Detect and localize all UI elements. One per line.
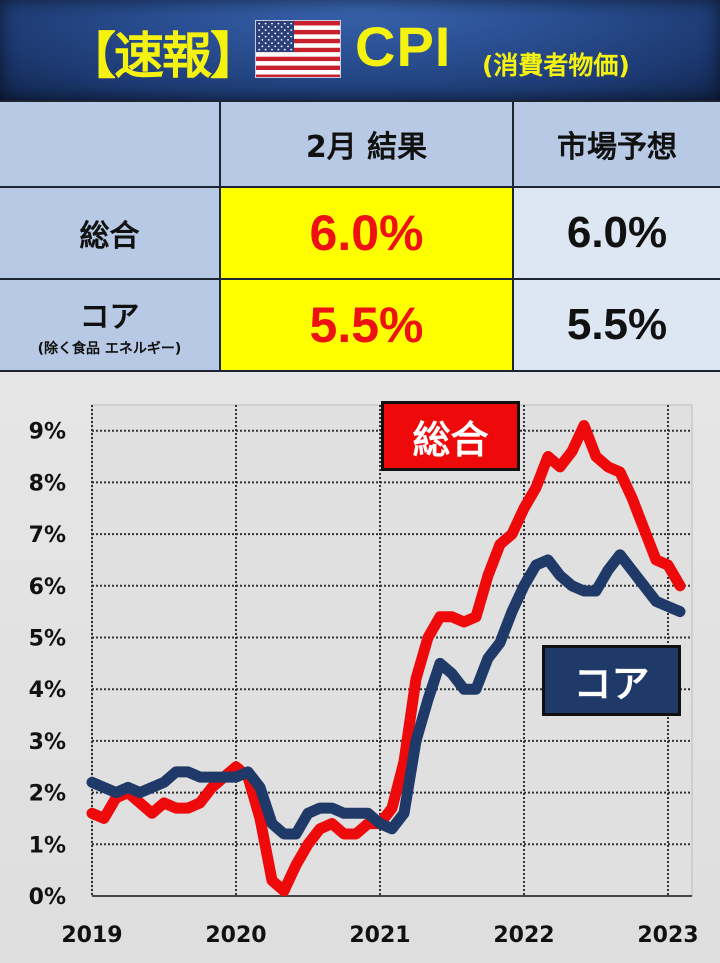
headline-result-cell: 6.0% [221, 188, 514, 280]
y-tick-label: 3% [29, 730, 66, 755]
headline-label: 総合 [79, 219, 140, 254]
cpi-line-chart: 0% 1% 2% 3% 4% 5% 6% 7% 8% 9% 2019 2020 2021 2022 202… [0, 372, 720, 963]
core-forecast-cell: 5.5% [514, 280, 720, 370]
headline-forecast-value: 6.0% [566, 208, 668, 257]
header-empty-cell [0, 102, 221, 188]
y-tick-label: 9% [29, 420, 66, 445]
breaking-news-title: 【速報】 [66, 27, 260, 85]
core-sublabel: (除く食品 エネルギー) [37, 341, 182, 357]
x-tick-label: 2023 [637, 923, 698, 948]
y-tick-label: 4% [29, 678, 66, 703]
row-label-headline: 総合 [0, 188, 221, 280]
y-tick-label: 2% [29, 782, 66, 807]
y-tick-label: 1% [29, 833, 66, 858]
header-result: 2月 結果 [221, 102, 514, 188]
core-cpi-line [86, 549, 686, 840]
indicator-subtitle: (消費者物価) [482, 51, 630, 80]
headline-series-label: 総合 [381, 401, 520, 471]
header-result-label: 2月 結果 [305, 130, 428, 165]
header-forecast-label: 市場予想 [557, 130, 677, 165]
series-lines [86, 420, 686, 897]
headline-forecast-cell: 6.0% [514, 188, 720, 280]
y-tick-label: 7% [29, 523, 66, 548]
y-tick-label: 8% [29, 471, 66, 496]
y-tick-label: 5% [29, 627, 66, 652]
core-forecast-value: 5.5% [566, 300, 668, 349]
x-tick-label: 2020 [205, 923, 266, 948]
x-tick-label: 2019 [61, 923, 122, 948]
headline-result-value: 6.0% [309, 205, 424, 261]
header-forecast: 市場予想 [514, 102, 720, 188]
us-flag-icon [255, 20, 341, 78]
y-axis-ticks: 0% 1% 2% 3% 4% 5% 6% 7% 8% 9% [29, 420, 66, 910]
x-tick-label: 2022 [493, 923, 554, 948]
headline-cpi-line [86, 420, 686, 897]
row-label-core: コア (除く食品 エネルギー) [0, 280, 221, 370]
x-axis-ticks: 2019 2020 2021 2022 2023 [61, 923, 698, 948]
y-tick-label: 6% [29, 575, 66, 600]
core-series-label: コア [542, 645, 681, 716]
title-banner: 【速報】 CPI (消費者物価) [0, 0, 720, 100]
core-label: コア [79, 300, 140, 335]
core-result-value: 5.5% [309, 297, 424, 353]
x-tick-label: 2021 [349, 923, 410, 948]
chart-canvas: 0% 1% 2% 3% 4% 5% 6% 7% 8% 9% 2019 2020 2021 2022 202… [29, 404, 699, 948]
y-tick-label: 0% [29, 885, 66, 910]
core-result-cell: 5.5% [221, 280, 514, 370]
results-table: 2月 結果 市場予想 総合 6.0% 6.0% コア (除く食品 エネルギー) … [0, 100, 720, 372]
indicator-name: CPI [355, 15, 452, 78]
